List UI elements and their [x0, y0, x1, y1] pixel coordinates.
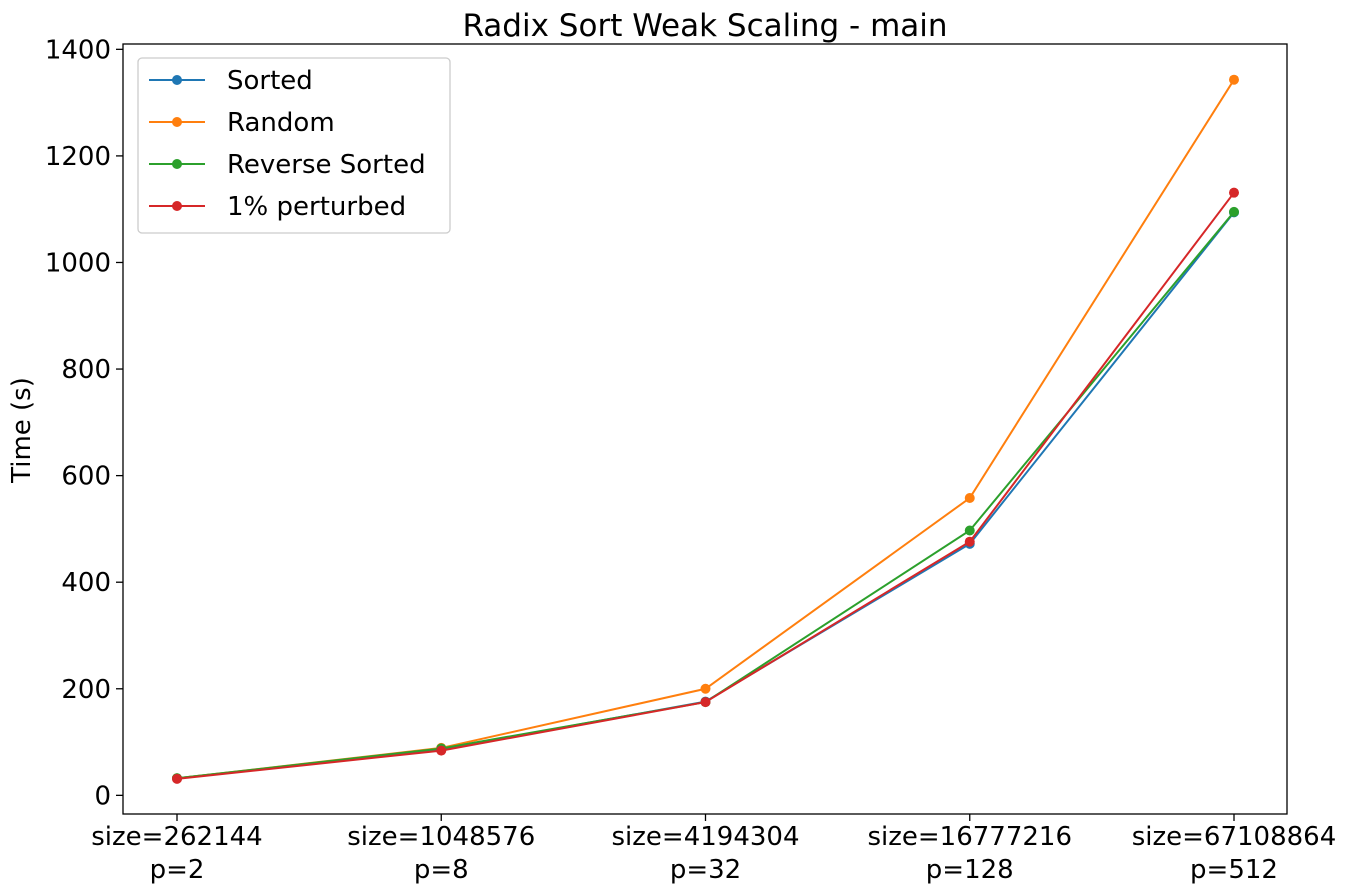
x-tick-label: p=2 [150, 855, 205, 885]
x-tick-label: size=4194304 [612, 822, 800, 852]
data-point [436, 745, 447, 756]
y-axis: 0 200 400 600 800 1000 1200 1400 [45, 35, 123, 811]
data-point [1229, 74, 1239, 85]
data-point [700, 697, 711, 708]
x-tick-label: size=1048576 [347, 822, 535, 852]
y-tick-label: 800 [61, 355, 111, 385]
legend-swatch-marker [172, 117, 182, 127]
legend-swatch-marker [172, 75, 182, 85]
data-point [964, 536, 975, 547]
x-tick-label: p=128 [926, 855, 1014, 885]
y-axis-label: Time (s) [7, 377, 37, 484]
x-tick-label: p=512 [1190, 855, 1278, 885]
legend-label: Sorted [227, 66, 313, 96]
legend-label: 1% perturbed [227, 192, 406, 222]
y-tick-label: 0 [94, 781, 111, 811]
data-point [964, 493, 975, 504]
legend-label: Reverse Sorted [227, 150, 426, 180]
legend-label: Random [227, 108, 335, 138]
series-0 [172, 207, 1239, 784]
legend: Sorted Random Reverse Sorted 1% perturbed [137, 57, 451, 234]
y-tick-label: 1400 [45, 35, 111, 65]
y-tick-label: 400 [61, 568, 111, 598]
data-point [172, 773, 182, 784]
y-tick-label: 1000 [45, 248, 111, 278]
legend-swatch-marker [172, 159, 182, 169]
legend-item: Sorted [149, 66, 313, 96]
x-tick-label: size=262144 [91, 822, 262, 852]
x-tick-label: p=32 [670, 855, 741, 885]
legend-item: Reverse Sorted [149, 150, 426, 180]
data-point [964, 525, 975, 536]
y-tick-label: 600 [61, 462, 111, 492]
legend-item: Random [149, 108, 335, 138]
x-tick-label: size=67108864 [1132, 822, 1337, 852]
legend-box [137, 57, 451, 234]
x-tick-label: size=16777216 [867, 822, 1072, 852]
data-point [1229, 206, 1239, 217]
y-tick-label: 1200 [45, 142, 111, 172]
series-3 [172, 187, 1239, 784]
data-point [1229, 187, 1239, 198]
legend-item: 1% perturbed [149, 192, 406, 222]
x-tick-label: p=8 [414, 855, 469, 885]
chart-title: Radix Sort Weak Scaling - main [462, 8, 947, 44]
y-tick-label: 200 [61, 675, 111, 705]
data-point [700, 683, 711, 694]
legend-swatch-marker [172, 201, 182, 211]
series-layer [172, 74, 1239, 784]
